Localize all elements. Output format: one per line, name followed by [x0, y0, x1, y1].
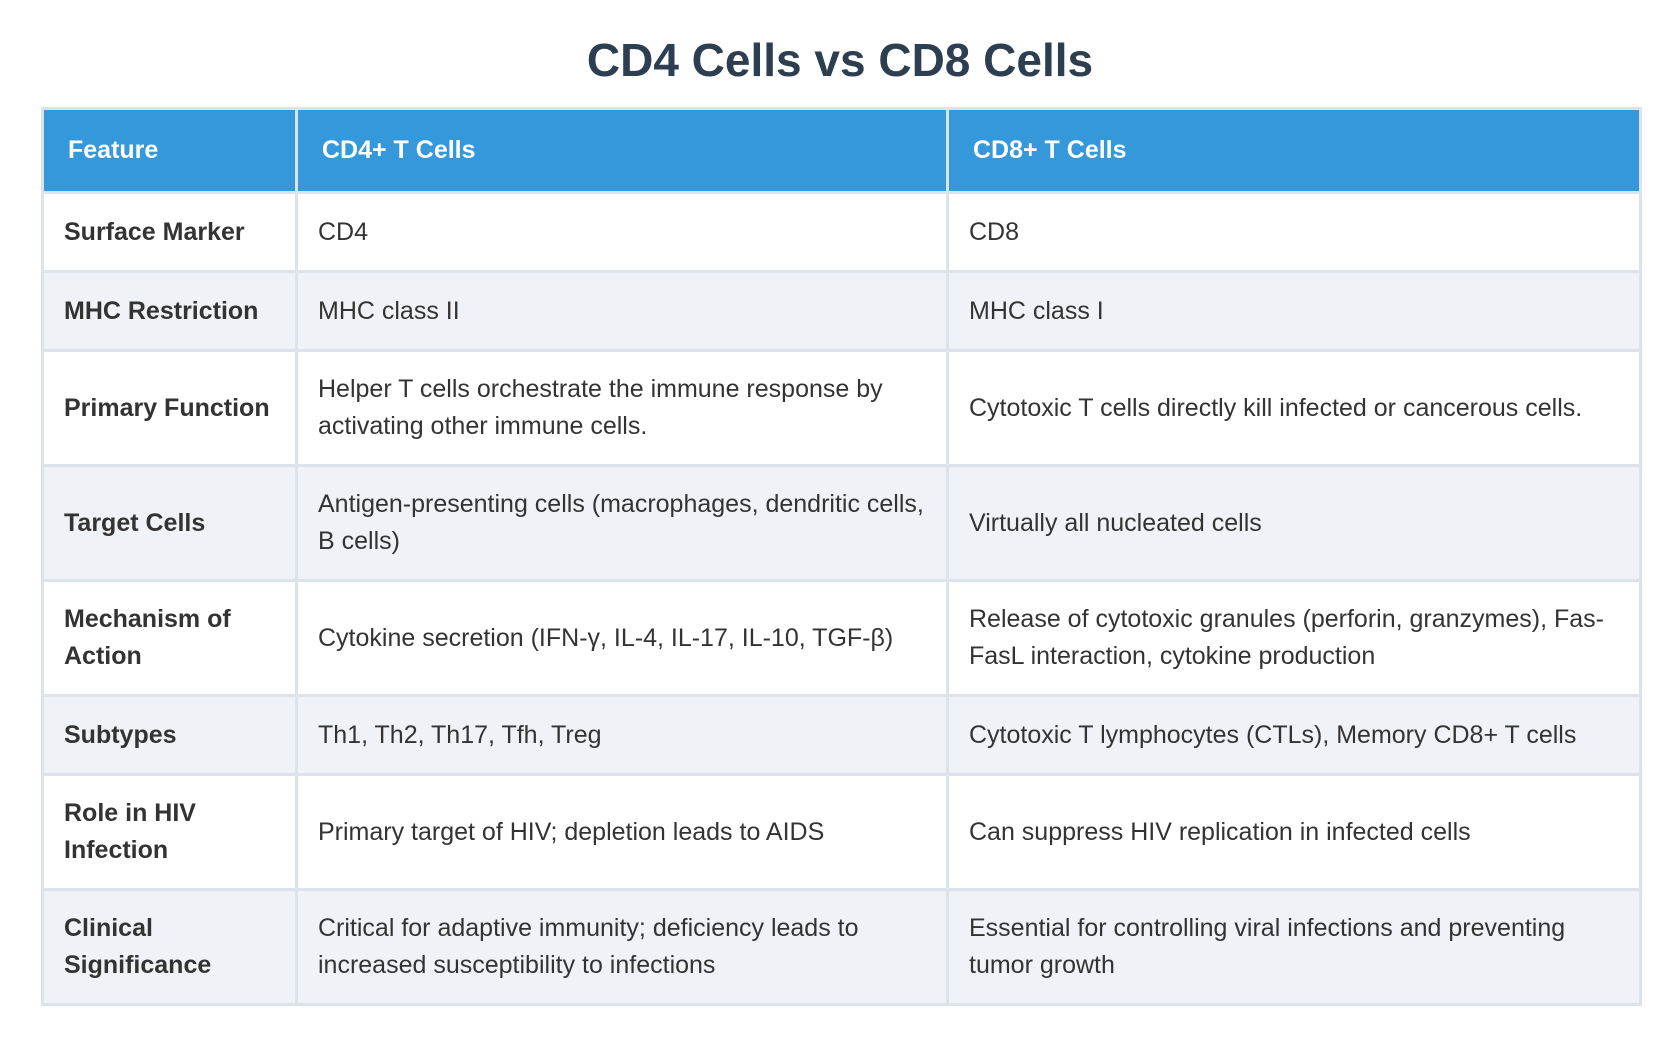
row-header: Mechanism of Action [41, 579, 298, 697]
table-cell: Virtually all nucleated cells [946, 464, 1642, 582]
table-cell: Critical for adaptive immunity; deficien… [295, 888, 949, 1006]
table-row: Target Cells Antigen-presenting cells (ma… [41, 464, 1642, 582]
table-cell: Essential for controlling viral infectio… [946, 888, 1642, 1006]
table-row: Mechanism of Action Cytokine secretion (I… [41, 579, 1642, 697]
table-cell: CD4 [295, 191, 949, 273]
table-row: Role in HIV Infection Primary target of H… [41, 773, 1642, 891]
table-cell: Cytokine secretion (IFN-γ, IL-4, IL-17, … [295, 579, 949, 697]
row-header: Surface Marker [41, 191, 298, 273]
comparison-table: Feature CD4+ T Cells CD8+ T Cells Surface … [41, 107, 1642, 1006]
row-header: MHC Restriction [41, 270, 298, 352]
table-cell: MHC class I [946, 270, 1642, 352]
header-row: Feature CD4+ T Cells CD8+ T Cells [41, 107, 1642, 194]
column-header: CD4+ T Cells [295, 107, 949, 194]
table-cell: Antigen-presenting cells (macrophages, d… [295, 464, 949, 582]
table-row: Primary Function Helper T cells orchestra… [41, 349, 1642, 467]
table-cell: Th1, Th2, Th17, Tfh, Treg [295, 694, 949, 776]
table-cell: Cytotoxic T cells directly kill infected… [946, 349, 1642, 467]
title: CD4 Cells vs CD8 Cells [586, 34, 1094, 86]
table-body: Surface Marker CD4 CD8 MHC Restriction MHC c… [41, 191, 1642, 1006]
table-cell: Release of cytotoxic granules (perforin,… [946, 579, 1642, 697]
column-header: CD8+ T Cells [946, 107, 1642, 194]
table-cell: CD8 [946, 191, 1642, 273]
row-header: Target Cells [41, 464, 298, 582]
row-header: Role in HIV Infection [41, 773, 298, 891]
table-cell: MHC class II [295, 270, 949, 352]
table-cell: Primary target of HIV; depletion leads t… [295, 773, 949, 891]
table-row: Subtypes Th1, Th2, Th17, Tfh, Treg Cytotox… [41, 694, 1642, 776]
table-row: Clinical Significance Critical for adapti… [41, 888, 1642, 1006]
table-cell: Can suppress HIV replication in infected… [946, 773, 1642, 891]
table-cell: Helper T cells orchestrate the immune re… [295, 349, 949, 467]
table-cell: Cytotoxic T lymphocytes (CTLs), Memory C… [946, 694, 1642, 776]
column-header: Feature [41, 107, 298, 194]
row-header: Clinical Significance [41, 888, 298, 1006]
row-header: Subtypes [41, 694, 298, 776]
table-row: Surface Marker CD4 CD8 [41, 191, 1642, 273]
row-header: Primary Function [41, 349, 298, 467]
table-row: MHC Restriction MHC class II MHC class I [41, 270, 1642, 352]
